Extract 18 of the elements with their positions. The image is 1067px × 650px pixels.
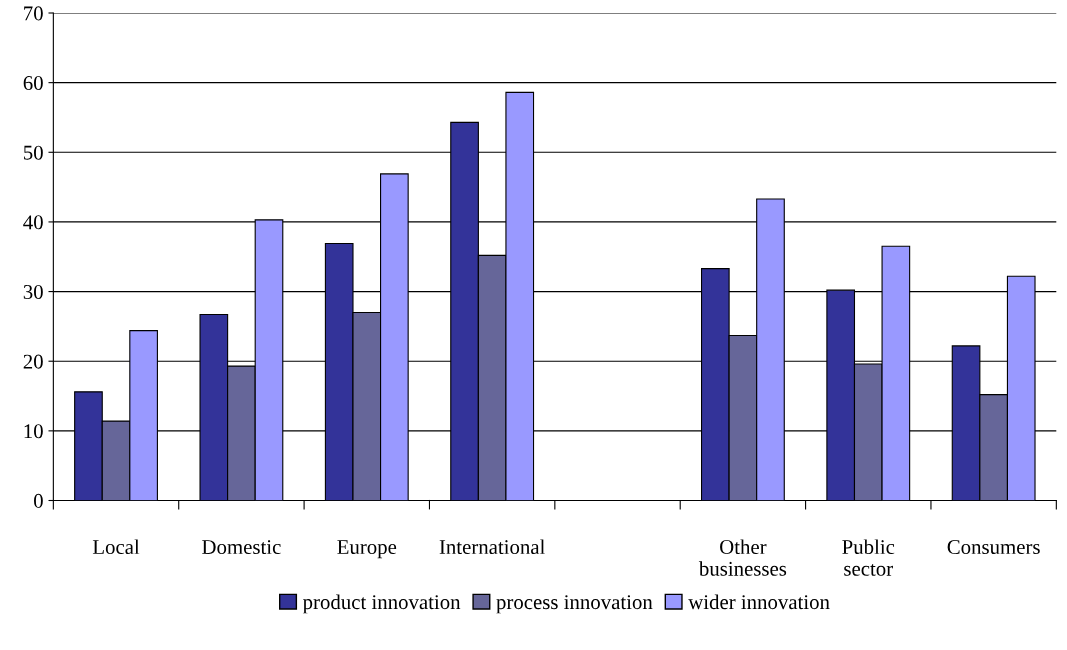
y-tick-label: 20 (23, 354, 43, 369)
x-tick-label: Domestic (202, 540, 281, 555)
x-tick-label: Europe (337, 540, 397, 559)
y-tick-label: 10 (24, 424, 43, 439)
y-tick-label: 30 (23, 284, 43, 299)
y-tick-label: 0 (34, 493, 43, 508)
legend-label: process innovation (496, 595, 653, 614)
y-tick-label: 60 (23, 76, 43, 91)
x-tick-label: Consumers (947, 540, 1040, 555)
x-tick-label: Other businesses (698, 539, 787, 576)
x-tick-label: Public sector (842, 539, 895, 576)
y-tick-label: 70 (24, 6, 43, 21)
y-tick-label: 40 (23, 215, 43, 230)
x-tick-label: Local (92, 539, 140, 555)
x-tick-label: International (439, 539, 545, 555)
legend-label: wider innovation (688, 594, 830, 610)
y-tick-label: 50 (24, 145, 43, 160)
legend-label: product innovation (302, 594, 461, 614)
